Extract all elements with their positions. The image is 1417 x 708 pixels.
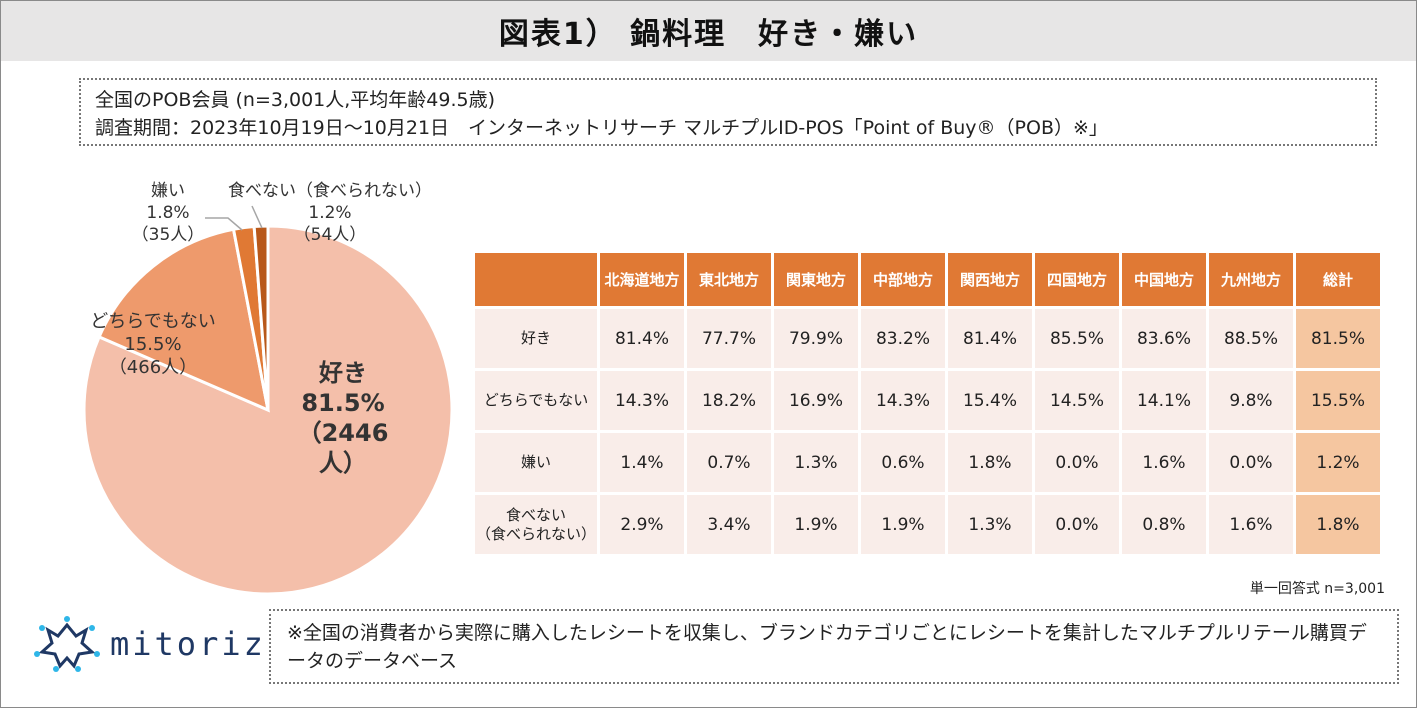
- table-cell: 1.6%: [1209, 495, 1293, 554]
- mitoriz-logo: mitoriz: [34, 616, 266, 672]
- table-cell: 15.4%: [948, 371, 1032, 430]
- table-cell: 81.4%: [948, 309, 1032, 368]
- col-header: 関東地方: [774, 253, 858, 306]
- row-label: 食べない （食べられない）: [475, 495, 597, 554]
- col-header: 北海道地方: [600, 253, 684, 306]
- table-cell: 88.5%: [1209, 309, 1293, 368]
- table-cell: 16.9%: [774, 371, 858, 430]
- pie-label-noteat-count: （54人）: [293, 225, 367, 245]
- pie-label-like-name: 好き: [319, 359, 367, 387]
- table-cell-total: 1.2%: [1296, 433, 1380, 492]
- table-cell: 0.8%: [1122, 495, 1206, 554]
- table-cell: 1.9%: [861, 495, 945, 554]
- table-cell: 83.6%: [1122, 309, 1206, 368]
- table-cell: 0.0%: [1209, 433, 1293, 492]
- pie-label-dislike-name: 嫌い: [151, 181, 185, 201]
- pie-label-neutral: どちらでもない 15.5% （466人）: [78, 310, 228, 379]
- logo-mark-icon: [34, 616, 100, 672]
- survey-info-line2: 調査期間：2023年10月19日～10月21日 インターネットリサーチ マルチプ…: [95, 117, 1108, 139]
- pie-label-dislike-pct: 1.8%: [146, 203, 190, 223]
- pie-label-noteat: 食べない（食べられない） 1.2% （54人）: [220, 180, 440, 246]
- col-header: 中部地方: [861, 253, 945, 306]
- row-label: どちらでもない: [475, 371, 597, 430]
- table-cell: 0.0%: [1035, 433, 1119, 492]
- table-cell: 14.1%: [1122, 371, 1206, 430]
- pie-label-noteat-pct: 1.2%: [308, 203, 352, 223]
- table-cell-total: 1.8%: [1296, 495, 1380, 554]
- pie-label-neutral-count: （466人）: [108, 357, 198, 378]
- table-row: 食べない （食べられない） 2.9% 3.4% 1.9% 1.9% 1.3% 0…: [475, 495, 1380, 554]
- pie-label-noteat-name: 食べない（食べられない）: [228, 181, 432, 201]
- table-cell: 1.3%: [948, 495, 1032, 554]
- table-cell: 2.9%: [600, 495, 684, 554]
- pie-label-like: 好き 81.5% （2446 人）: [288, 358, 398, 478]
- pie-slice-neutral: [97, 227, 271, 413]
- leader-line-noteat: [251, 205, 263, 229]
- pie-label-neutral-name: どちらでもない: [90, 311, 216, 332]
- col-header: 九州地方: [1209, 253, 1293, 306]
- row-label-line1: 食べない: [505, 505, 566, 524]
- footnote-box: ※全国の消費者から実際に購入したレシートを収集し、ブランドカテゴリごとにレシート…: [269, 609, 1399, 684]
- table-cell-total: 15.5%: [1296, 371, 1380, 430]
- table-cell: 1.3%: [774, 433, 858, 492]
- title-bar: 図表1） 鍋料理 好き・嫌い: [1, 1, 1416, 61]
- table-cell: 3.4%: [687, 495, 771, 554]
- table-header-row: 北海道地方 東北地方 関東地方 中部地方 関西地方 四国地方 中国地方 九州地方…: [475, 253, 1380, 306]
- table-cell: 14.3%: [600, 371, 684, 430]
- pie-label-like-count-close: 人）: [319, 449, 367, 477]
- footnote-text: ※全国の消費者から実際に購入したレシートを収集し、ブランドカテゴリごとにレシート…: [287, 622, 1367, 672]
- survey-info-line1: 全国のPOB会員 (n=3,001人,平均年齢49.5歳): [95, 89, 496, 111]
- table-corner: [475, 253, 597, 306]
- pie-label-like-count-open: （2446: [297, 419, 389, 447]
- table-cell: 79.9%: [774, 309, 858, 368]
- table-cell: 83.2%: [861, 309, 945, 368]
- pie-chart: [82, 205, 454, 596]
- table-cell: 14.5%: [1035, 371, 1119, 430]
- table-cell: 1.6%: [1122, 433, 1206, 492]
- survey-info-box: 全国のPOB会員 (n=3,001人,平均年齢49.5歳) 調査期間：2023年…: [79, 78, 1377, 146]
- table-cell: 0.0%: [1035, 495, 1119, 554]
- table-row: どちらでもない 14.3% 18.2% 16.9% 14.3% 15.4% 14…: [475, 371, 1380, 430]
- table-cell: 9.8%: [1209, 371, 1293, 430]
- col-header-total: 総計: [1296, 253, 1380, 306]
- logo-text: mitoriz: [110, 625, 266, 663]
- leader-line-dislike: [205, 217, 243, 231]
- col-header: 四国地方: [1035, 253, 1119, 306]
- table-cell: 1.9%: [774, 495, 858, 554]
- col-header: 関西地方: [948, 253, 1032, 306]
- pie-label-dislike: 嫌い 1.8% （35人）: [128, 180, 208, 246]
- table-cell-total: 81.5%: [1296, 309, 1380, 368]
- region-table: 北海道地方 東北地方 関東地方 中部地方 関西地方 四国地方 中国地方 九州地方…: [472, 250, 1383, 557]
- table-cell: 1.4%: [600, 433, 684, 492]
- page-title: 図表1） 鍋料理 好き・嫌い: [498, 17, 919, 52]
- pie-label-dislike-count: （35人）: [131, 225, 205, 245]
- table-row: 嫌い 1.4% 0.7% 1.3% 0.6% 1.8% 0.0% 1.6% 0.…: [475, 433, 1380, 492]
- table-cell: 81.4%: [600, 309, 684, 368]
- response-note: 単一回答式 n=3,001: [1249, 581, 1385, 597]
- row-label-line2: （食べられない）: [475, 524, 596, 543]
- table-cell: 1.8%: [948, 433, 1032, 492]
- pie-label-like-pct: 81.5%: [301, 389, 385, 417]
- table-cell: 0.7%: [687, 433, 771, 492]
- table-cell: 14.3%: [861, 371, 945, 430]
- pie-label-neutral-pct: 15.5%: [124, 334, 182, 355]
- table-cell: 0.6%: [861, 433, 945, 492]
- row-label: 嫌い: [475, 433, 597, 492]
- table-cell: 85.5%: [1035, 309, 1119, 368]
- col-header: 東北地方: [687, 253, 771, 306]
- table-row: 好き 81.4% 77.7% 79.9% 83.2% 81.4% 85.5% 8…: [475, 309, 1380, 368]
- col-header: 中国地方: [1122, 253, 1206, 306]
- row-label: 好き: [475, 309, 597, 368]
- table-cell: 77.7%: [687, 309, 771, 368]
- table-cell: 18.2%: [687, 371, 771, 430]
